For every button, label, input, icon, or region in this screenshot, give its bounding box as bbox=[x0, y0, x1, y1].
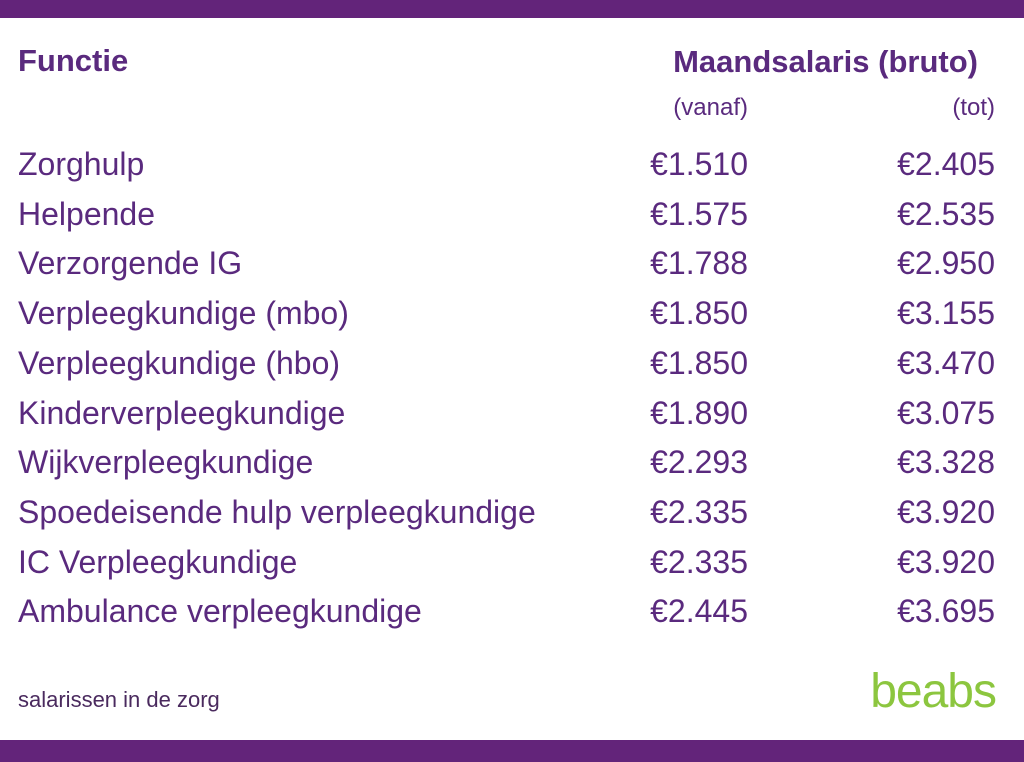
salary-cell: €3.470 bbox=[897, 344, 995, 381]
function-cell: Verpleegkundige (hbo) bbox=[18, 344, 341, 381]
salary-cell: €3.155 bbox=[897, 295, 995, 332]
logo: beabs bbox=[870, 665, 997, 718]
salary-cell: €2.335 bbox=[650, 543, 748, 580]
salary-cell: €2.335 bbox=[650, 493, 748, 530]
function-cell: Kinderverpleegkundige bbox=[18, 394, 346, 431]
function-cell: Ambulance verpleegkundige bbox=[18, 593, 422, 630]
salary-cell: €2.405 bbox=[897, 146, 995, 182]
function-cell: Zorghulp bbox=[18, 146, 145, 182]
salary-cell: €3.075 bbox=[897, 394, 995, 431]
column-subheader: (tot) bbox=[952, 94, 995, 121]
salary-cell: €1.890 bbox=[650, 394, 748, 431]
salary-cell: €1.850 bbox=[650, 295, 748, 332]
function-cell: Spoedeisende hulp verpleegkundige bbox=[18, 493, 536, 530]
salary-cell: €3.920 bbox=[897, 543, 995, 580]
function-cell: Helpende bbox=[18, 195, 155, 232]
function-cell: Verpleegkundige (mbo) bbox=[18, 295, 349, 332]
salary-cell: €3.328 bbox=[897, 444, 995, 481]
salary-cell: €2.950 bbox=[897, 245, 995, 282]
column-header: Maandsalaris (bruto) bbox=[673, 44, 978, 79]
function-cell: IC Verpleegkundige bbox=[18, 543, 298, 580]
salary-cell: €2.445 bbox=[650, 593, 748, 630]
salary-cell: €2.535 bbox=[897, 195, 995, 232]
salary-cell: €1.510 bbox=[650, 146, 748, 182]
bottom-bar bbox=[0, 740, 1024, 762]
column-subheader: (vanaf) bbox=[673, 94, 748, 121]
salary-cell: €1.788 bbox=[650, 245, 748, 282]
salary-cell: €1.575 bbox=[650, 195, 748, 232]
salary-cell: €1.850 bbox=[650, 344, 748, 381]
salary-cell: €3.695 bbox=[897, 593, 995, 630]
salary-cell: €2.293 bbox=[650, 444, 748, 481]
column-header: Functie bbox=[18, 43, 129, 78]
function-cell: Wijkverpleegkundige bbox=[18, 444, 314, 481]
salary-cell: €3.920 bbox=[897, 493, 995, 530]
caption: salarissen in de zorg bbox=[18, 687, 220, 712]
top-bar bbox=[0, 0, 1024, 18]
function-cell: Verzorgende IG bbox=[18, 245, 243, 282]
